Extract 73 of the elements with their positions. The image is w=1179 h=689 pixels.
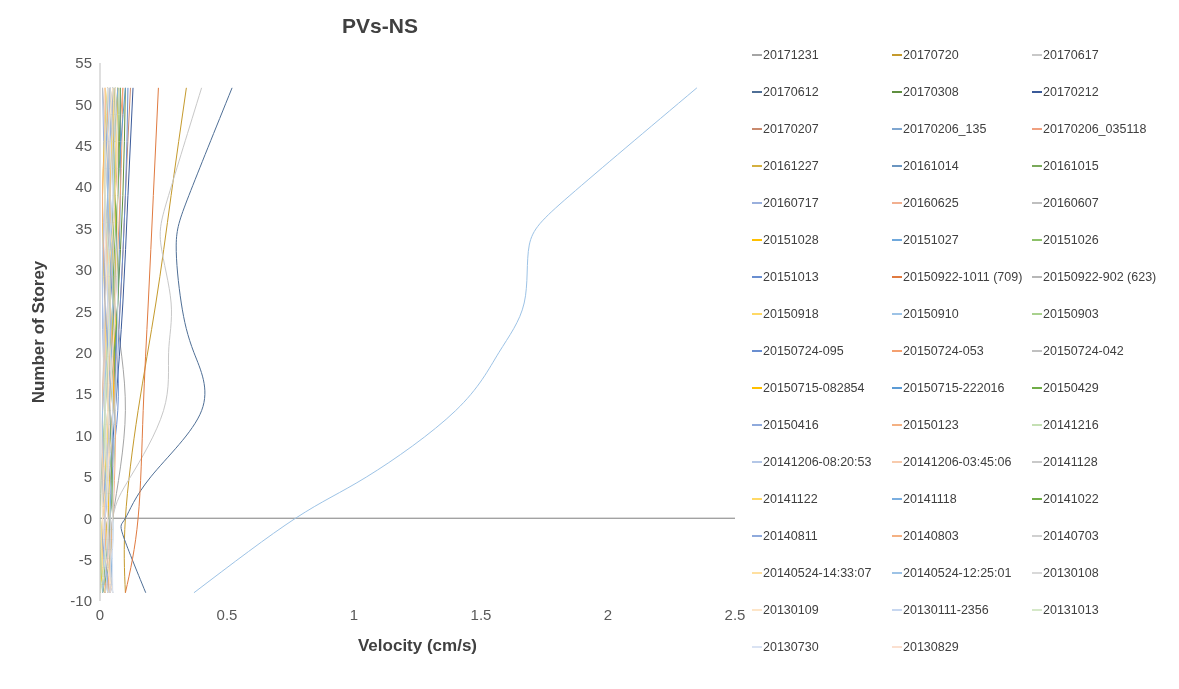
legend-label: 20150922-902 (623) <box>1043 269 1157 284</box>
legend-label: 20140524-12:25:01 <box>903 565 1012 580</box>
legend-label: 20140703 <box>1043 528 1099 543</box>
legend-label: 20131013 <box>1043 602 1099 617</box>
x-tick-label: 1 <box>349 605 359 623</box>
legend-label: 20130108 <box>1043 565 1099 580</box>
y-tick-label: 20 <box>75 344 92 362</box>
legend-label: 20130109 <box>763 602 819 617</box>
legend-label: 20171231 <box>763 47 819 62</box>
y-tick-label: 5 <box>83 468 92 486</box>
legend-label: 20161015 <box>1043 158 1099 173</box>
y-tick-label: 10 <box>75 426 92 444</box>
y-tick-label: -10 <box>70 592 92 610</box>
legend-label: 20141128 <box>1043 454 1098 469</box>
legend-label: 20170212 <box>1043 84 1099 99</box>
legend-label: 20141118 <box>903 491 957 506</box>
legend-label: 20170720 <box>903 47 959 62</box>
legend-label: 20141122 <box>763 491 818 506</box>
legend-label: 20170308 <box>903 84 959 99</box>
legend-label: 20150429 <box>1043 380 1099 395</box>
y-axis-title: Number of Storey <box>29 260 49 404</box>
legend-label: 20150715-082854 <box>763 380 865 395</box>
legend-label: 20150416 <box>763 417 819 432</box>
x-tick-label: 1.5 <box>470 605 492 623</box>
legend-label: 20150724-053 <box>903 343 984 358</box>
legend-label: 20160625 <box>903 195 959 210</box>
x-tick-label: 0.5 <box>216 605 238 623</box>
y-tick-label: 35 <box>75 219 92 237</box>
legend-label: 20150724-042 <box>1043 343 1124 358</box>
legend-label: 20140803 <box>903 528 959 543</box>
legend-label: 20150123 <box>903 417 959 432</box>
legend-label: 20170206_035118 <box>1043 121 1147 136</box>
legend-label: 20170617 <box>1043 47 1099 62</box>
y-tick-label: 40 <box>75 178 92 196</box>
legend-label: 20150903 <box>1043 306 1099 321</box>
y-tick-label: 25 <box>75 302 92 320</box>
legend-label: 20160717 <box>763 195 819 210</box>
legend-label: 20151028 <box>763 232 819 247</box>
legend-label: 20170206_135 <box>903 121 987 136</box>
chart-title: PVs-NS <box>341 14 419 38</box>
legend-label: 20151013 <box>763 269 819 284</box>
legend-label: 20140811 <box>763 528 818 543</box>
legend-label: 20160607 <box>1043 195 1099 210</box>
legend-label: 20161014 <box>903 158 959 173</box>
legend-label: 20141022 <box>1043 491 1099 506</box>
x-axis-title: Velocity (cm/s) <box>357 636 478 655</box>
legend-label: 20150724-095 <box>763 343 844 358</box>
legend-label: 20151026 <box>1043 232 1099 247</box>
legend-label: 20150922-1011 (709) <box>903 269 1023 284</box>
legend-label: 20150910 <box>903 306 959 321</box>
y-tick-label: 0 <box>83 509 92 527</box>
legend-label: 20141206-08:20:53 <box>763 454 872 469</box>
legend-label: 20141216 <box>1043 417 1099 432</box>
legend-label: 20140524-14:33:07 <box>763 565 872 580</box>
y-tick-label: 30 <box>75 261 92 279</box>
legend-label: 20150715-222016 <box>903 380 1005 395</box>
y-tick-label: 55 <box>75 54 92 72</box>
legend-label: 20151027 <box>903 232 959 247</box>
legend-label: 20130829 <box>903 639 959 654</box>
y-tick-label: 50 <box>75 95 92 113</box>
x-tick-label: 2 <box>603 605 613 623</box>
x-tick-label: 2.5 <box>724 605 746 623</box>
legend-label: 20170612 <box>763 84 819 99</box>
y-tick-label: -5 <box>78 550 92 568</box>
legend-label: 20161227 <box>763 158 819 173</box>
y-tick-label: 15 <box>75 385 92 403</box>
x-tick-label: 0 <box>95 605 105 623</box>
y-tick-label: 45 <box>75 137 92 155</box>
legend-label: 20150918 <box>763 306 819 321</box>
legend-label: 20170207 <box>763 121 819 136</box>
legend-label: 20130111-2356 <box>903 602 989 617</box>
legend-label: 20130730 <box>763 639 819 654</box>
legend-label: 20141206-03:45:06 <box>903 454 1012 469</box>
